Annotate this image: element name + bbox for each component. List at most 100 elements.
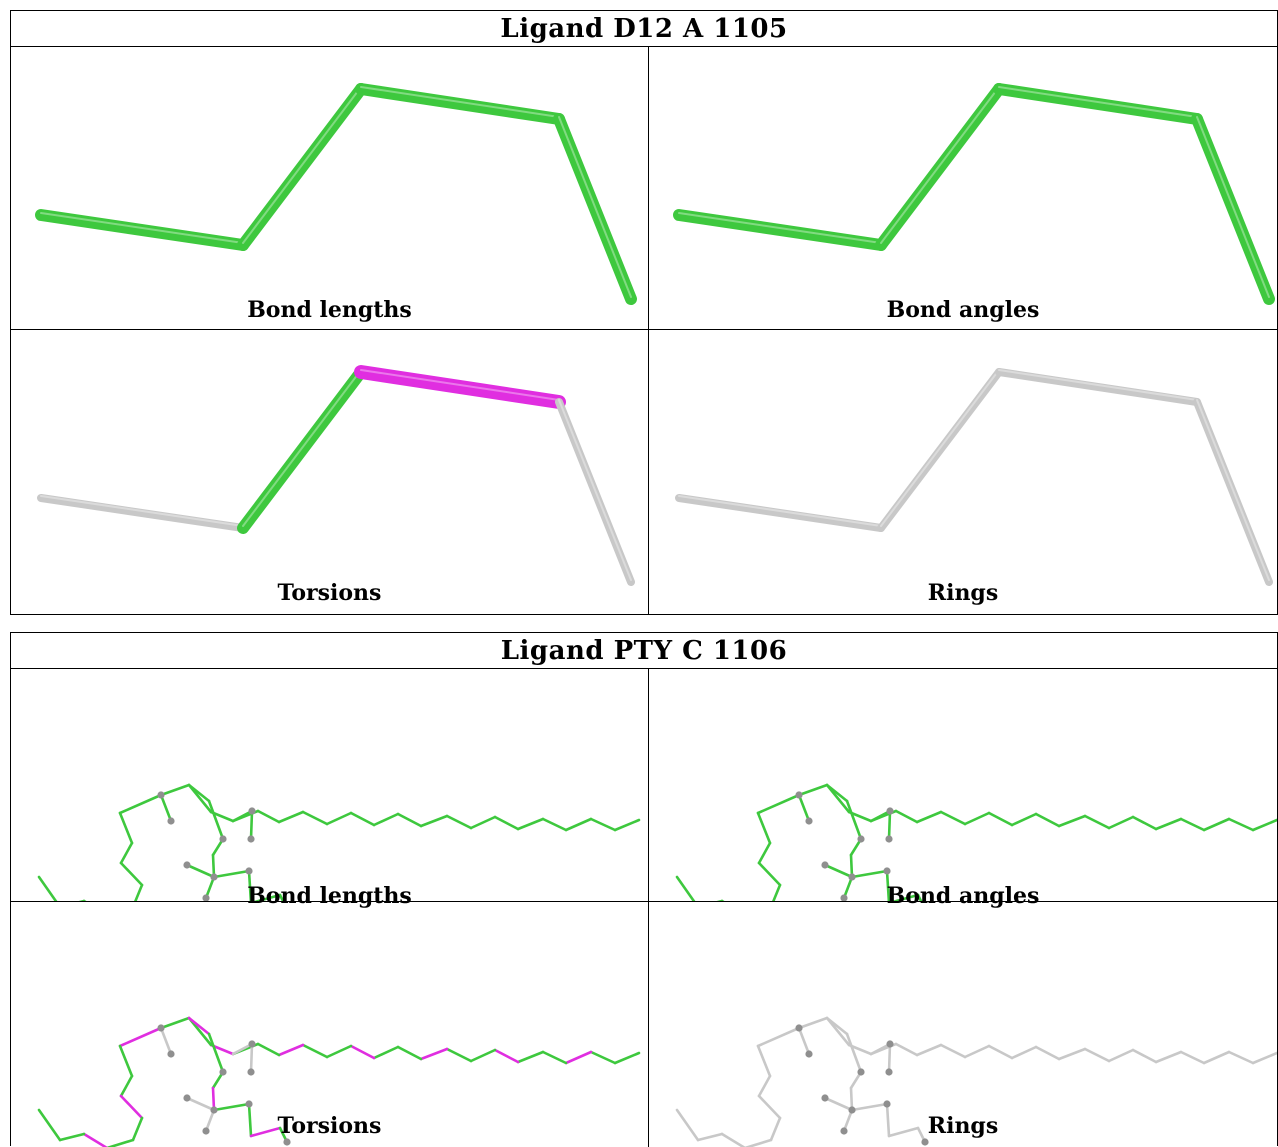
atom-5	[821, 1094, 829, 1102]
bond-4	[516, 817, 545, 831]
bond-0	[1251, 1051, 1277, 1065]
d12-bond-angles-cell: Bond angles	[649, 47, 1277, 330]
bond-23	[119, 861, 144, 887]
d12-bond-angles-image	[673, 83, 1275, 305]
bond-35	[891, 893, 920, 901]
atom-6	[202, 894, 210, 901]
bond-14	[277, 1043, 305, 1057]
bond-5	[493, 815, 520, 831]
bond-9	[1034, 1045, 1061, 1061]
bond-1	[1227, 817, 1255, 832]
atom-7	[848, 1106, 856, 1114]
bond-7	[1083, 1047, 1111, 1063]
bond-30	[845, 1032, 863, 1074]
bond-13	[939, 810, 967, 826]
bond-39	[887, 1042, 892, 1074]
bond-20	[118, 1026, 163, 1048]
bond-highlight-3	[1196, 399, 1270, 581]
bond-1	[589, 1050, 617, 1065]
bond-1	[589, 817, 617, 832]
bond-highlight-1	[880, 86, 1000, 244]
bond-41	[842, 1108, 854, 1133]
atom-8	[883, 867, 891, 875]
atom-5	[183, 861, 191, 869]
bond-33	[850, 1102, 889, 1112]
bond-32	[211, 853, 216, 879]
bond-29	[825, 1016, 849, 1036]
atom-1	[805, 1050, 813, 1058]
atom-6	[840, 894, 848, 901]
bond-highlight-2	[998, 86, 1198, 118]
pty-rings-cell: Rings	[649, 902, 1277, 1147]
bond-39	[249, 1042, 254, 1074]
bond-21	[118, 811, 134, 845]
bond-28	[675, 875, 696, 901]
bond-21	[756, 811, 772, 845]
bond-37	[797, 793, 811, 823]
atom-4	[219, 1068, 227, 1076]
pty-torsions-image	[37, 1016, 641, 1147]
d12-torsions-cell: Torsions	[11, 330, 649, 614]
atom-7	[848, 873, 856, 881]
bond-2	[355, 83, 565, 125]
caption-pty-rings: Rings	[927, 1113, 999, 1139]
bond-5	[1131, 1048, 1158, 1064]
bond-0	[1251, 818, 1277, 832]
atom-0	[157, 1024, 165, 1032]
atom-9	[283, 1138, 291, 1146]
d12-rings-image	[675, 368, 1273, 586]
pty-bond-angles-cell: Bond angles	[649, 669, 1277, 909]
bond-3	[541, 1050, 568, 1065]
bond-9	[1034, 812, 1061, 828]
ligand-panel-d12: Ligand D12 A 1105 Bond lengths Bond angl…	[10, 10, 1278, 615]
bond-0	[673, 209, 887, 251]
bond-41	[842, 875, 854, 900]
bond-41	[204, 875, 216, 900]
bond-29	[187, 1016, 211, 1036]
ligand-panel-pty: Ligand PTY C 1106 Bond lengths Bond angl…	[10, 632, 1278, 1147]
bond-highlight-3	[558, 399, 632, 581]
bond-2	[564, 817, 593, 832]
bond-22	[757, 1074, 772, 1098]
atom-1	[805, 817, 813, 825]
bond-highlight-0	[678, 495, 882, 527]
bond-40	[823, 863, 854, 879]
bond-24	[772, 883, 782, 901]
bond-15	[894, 809, 919, 824]
bond-19	[797, 1016, 829, 1030]
bond-13	[301, 1043, 329, 1059]
d12-torsions-image	[37, 365, 635, 586]
bond-9	[396, 812, 423, 828]
bond-13	[301, 810, 329, 826]
caption-d12-rings: Rings	[927, 580, 999, 606]
bond-37	[159, 793, 173, 823]
bond-7	[1083, 814, 1111, 830]
bond-0	[35, 209, 249, 251]
bond-24	[131, 1116, 144, 1142]
bond-30	[207, 799, 225, 841]
bond-4	[1154, 1050, 1183, 1064]
atom-0	[795, 791, 803, 799]
bond-40	[823, 1096, 854, 1112]
atom-4	[219, 835, 227, 843]
bond-highlight-2	[360, 86, 560, 118]
atom-4	[857, 1068, 865, 1076]
bond-1	[237, 366, 367, 534]
bond-22	[119, 1074, 134, 1098]
bond-6	[1107, 1048, 1135, 1063]
bond-11	[349, 811, 376, 827]
bond-33	[850, 869, 889, 879]
bond-11	[987, 811, 1014, 827]
bond-21	[118, 1044, 134, 1078]
pty-bond-lengths-image	[37, 783, 641, 901]
bond-14	[277, 810, 305, 824]
bond-0	[37, 494, 247, 532]
bond-22	[119, 841, 134, 865]
bond-3	[555, 398, 635, 586]
bond-27	[696, 1132, 724, 1142]
bond-34	[885, 869, 891, 901]
caption-pty-torsions: Torsions	[277, 1113, 382, 1139]
bond-1	[875, 83, 1005, 251]
bond-3	[1179, 1050, 1206, 1065]
bond-11	[987, 1044, 1014, 1060]
